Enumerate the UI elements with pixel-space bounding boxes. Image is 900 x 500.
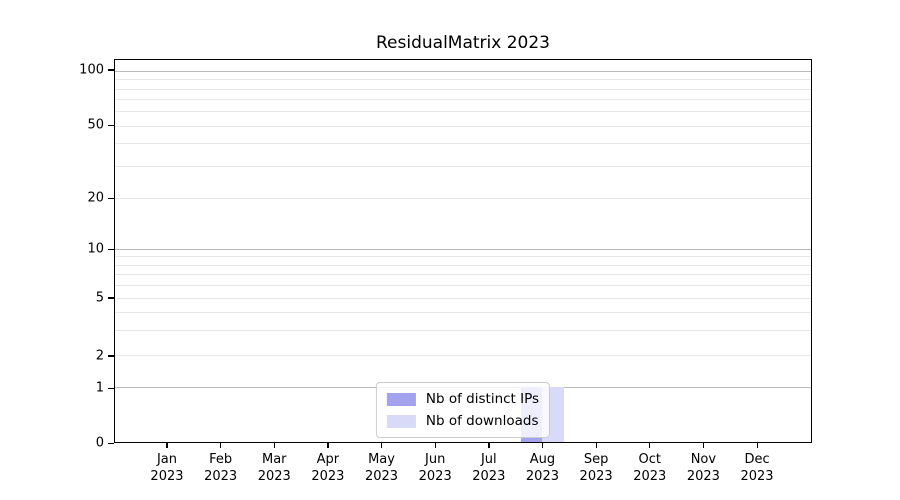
x-tick-mark — [649, 443, 650, 448]
x-tick-month: Apr — [317, 452, 340, 467]
x-tick-year: 2023 — [419, 469, 452, 484]
x-tick-month: Mar — [262, 452, 287, 467]
x-tick-year: 2023 — [740, 469, 773, 484]
y-tick-label: 2 — [0, 349, 104, 362]
x-tick-label: Nov 2023 — [671, 451, 735, 485]
x-tick-mark — [757, 443, 758, 448]
x-tick-mark — [488, 443, 489, 448]
y-tick-label: 50 — [0, 119, 104, 132]
x-tick-label: Feb 2023 — [189, 451, 253, 485]
x-tick-mark — [542, 443, 543, 448]
x-tick-month: Sep — [584, 452, 609, 467]
x-tick-label: Jan 2023 — [135, 451, 199, 485]
y-tick-label: 20 — [0, 192, 104, 205]
x-tick-month: Oct — [638, 452, 660, 467]
x-tick-label: Dec 2023 — [725, 451, 789, 485]
x-tick-label: Sep 2023 — [564, 451, 628, 485]
legend: Nb of distinct IPs Nb of downloads — [376, 382, 550, 438]
chart-title: ResidualMatrix 2023 — [114, 33, 812, 53]
x-tick-year: 2023 — [687, 469, 720, 484]
y-tick-label: 0 — [0, 437, 104, 450]
x-tick-mark — [381, 443, 382, 448]
x-tick-label: Mar 2023 — [242, 451, 306, 485]
x-tick-mark — [703, 443, 704, 448]
x-tick-month: May — [368, 452, 395, 467]
x-tick-month: Jun — [425, 452, 445, 467]
x-tick-label: Jun 2023 — [403, 451, 467, 485]
x-tick-year: 2023 — [580, 469, 613, 484]
x-tick-year: 2023 — [204, 469, 237, 484]
x-tick-year: 2023 — [150, 469, 183, 484]
legend-swatch — [387, 393, 416, 406]
x-tick-mark — [327, 443, 328, 448]
x-tick-mark — [166, 443, 167, 448]
x-tick-month: Nov — [691, 452, 716, 467]
x-tick-year: 2023 — [472, 469, 505, 484]
x-tick-year: 2023 — [311, 469, 344, 484]
x-tick-month: Aug — [530, 452, 555, 467]
x-tick-mark — [596, 443, 597, 448]
x-tick-month: Dec — [744, 452, 769, 467]
x-tick-mark — [274, 443, 275, 448]
x-tick-month: Feb — [209, 452, 232, 467]
y-tick-label: 10 — [0, 243, 104, 256]
y-tick-label: 1 — [0, 382, 104, 395]
x-tick-month: Jan — [157, 452, 177, 467]
plot-area: Nb of distinct IPs Nb of downloads — [114, 59, 812, 443]
x-tick-year: 2023 — [365, 469, 398, 484]
x-tick-label: Apr 2023 — [296, 451, 360, 485]
x-tick-label: Aug 2023 — [510, 451, 574, 485]
x-tick-year: 2023 — [526, 469, 559, 484]
x-tick-mark — [220, 443, 221, 448]
x-tick-year: 2023 — [258, 469, 291, 484]
x-tick-year: 2023 — [633, 469, 666, 484]
legend-row: Nb of downloads — [387, 410, 539, 432]
x-tick-month: Jul — [481, 452, 497, 467]
legend-row: Nb of distinct IPs — [387, 388, 539, 410]
legend-label: Nb of distinct IPs — [426, 391, 539, 407]
legend-swatch — [387, 415, 416, 428]
chart-figure: ResidualMatrix 2023 Nb of distinct IPsNb… — [0, 0, 900, 500]
x-tick-label: May 2023 — [350, 451, 414, 485]
x-tick-mark — [435, 443, 436, 448]
y-tick-label: 5 — [0, 291, 104, 304]
legend-label: Nb of downloads — [426, 413, 539, 429]
y-tick-label: 100 — [0, 63, 104, 76]
x-tick-label: Jul 2023 — [457, 451, 521, 485]
x-tick-label: Oct 2023 — [618, 451, 682, 485]
